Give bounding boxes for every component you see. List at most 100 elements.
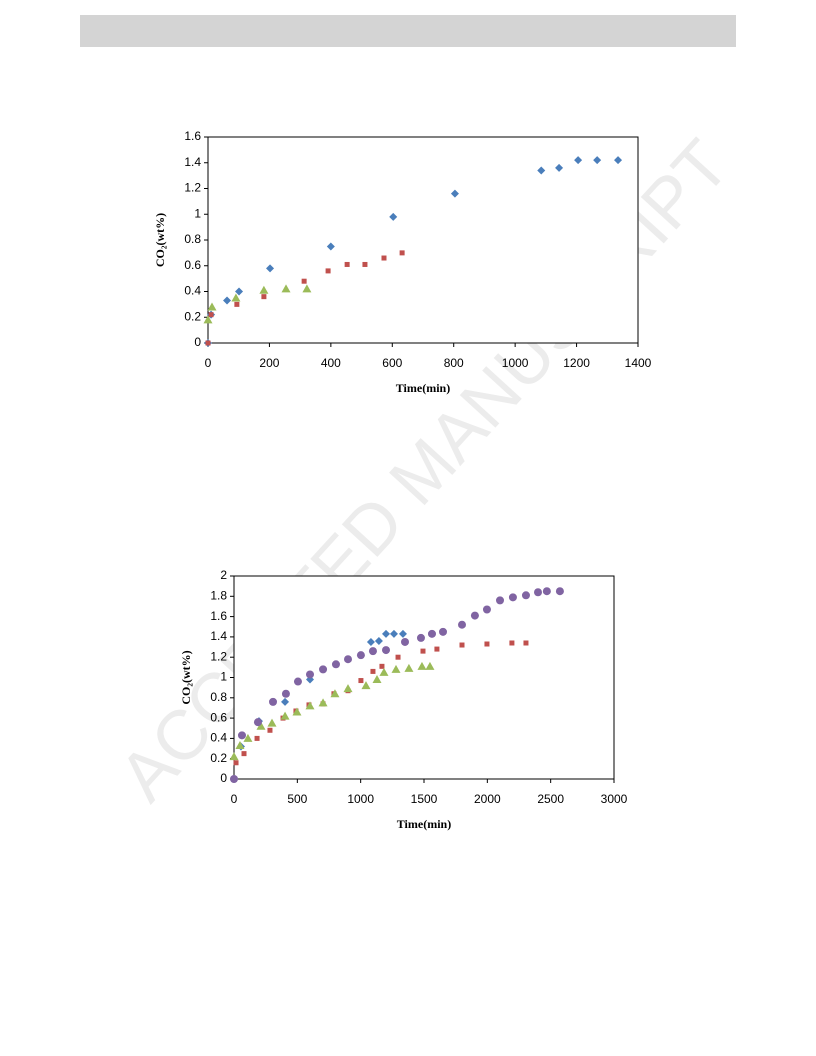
data-point [439, 627, 447, 636]
y-tick-label: 0.8 [210, 690, 227, 704]
y-tick-label: 1.2 [184, 181, 201, 195]
data-point [203, 315, 213, 324]
x-tick-label: 800 [444, 356, 464, 370]
data-point [509, 640, 515, 646]
y-axis-label: CO₂(wt%) [153, 213, 167, 267]
data-point [306, 670, 314, 679]
data-point [362, 261, 368, 267]
y-tick-label: 0.2 [184, 309, 201, 323]
data-point [326, 242, 335, 251]
data-point [281, 689, 290, 698]
data-point [330, 689, 340, 698]
y-tick-label: 0.6 [210, 710, 227, 724]
data-point [416, 633, 425, 642]
data-point [344, 655, 352, 664]
data-point [259, 285, 269, 294]
y-tick-label: 1.4 [184, 155, 201, 169]
data-point [470, 611, 479, 620]
y-tick-label: 0.4 [210, 731, 227, 745]
x-axis-label: Time(min) [396, 381, 450, 395]
x-tick-label: 2000 [474, 792, 501, 806]
y-tick-label: 1.6 [210, 609, 227, 623]
x-tick-label: 200 [259, 356, 279, 370]
data-point [391, 664, 401, 673]
data-point [374, 636, 383, 645]
data-point [404, 663, 414, 672]
data-point [223, 296, 232, 305]
data-point [230, 775, 238, 783]
data-point [459, 642, 465, 648]
data-point [379, 667, 389, 676]
data-point [537, 166, 546, 175]
data-point [235, 741, 245, 750]
data-point [237, 731, 246, 740]
y-axis-label: CO₂(wt%) [179, 650, 193, 704]
data-point [331, 660, 340, 669]
data-point [256, 721, 266, 730]
data-point [366, 637, 375, 646]
data-point [233, 760, 239, 766]
data-point [395, 654, 401, 660]
y-tick-label: 0 [220, 771, 227, 785]
data-point [482, 605, 491, 614]
data-point [593, 156, 602, 165]
y-tick-label: 2 [220, 568, 227, 582]
x-tick-label: 1400 [625, 356, 652, 370]
data-point [235, 287, 244, 296]
y-tick-label: 0.4 [184, 284, 201, 298]
data-point [381, 255, 387, 261]
data-point [382, 629, 390, 638]
data-point [266, 264, 275, 273]
data-point [344, 261, 350, 267]
y-tick-label: 1 [194, 206, 201, 220]
x-tick-label: 1000 [502, 356, 529, 370]
data-point [269, 697, 278, 706]
data-point [542, 587, 551, 596]
data-point [229, 752, 239, 761]
x-tick-label: 0 [205, 356, 212, 370]
x-tick-label: 1500 [411, 792, 438, 806]
data-point [234, 301, 240, 307]
y-tick-label: 0.8 [184, 232, 201, 246]
x-tick-label: 600 [382, 356, 402, 370]
data-point [401, 637, 409, 646]
data-point [389, 629, 398, 638]
data-point [523, 640, 529, 646]
data-point [254, 735, 260, 741]
data-point [434, 646, 440, 652]
data-point [370, 668, 376, 674]
data-point [356, 651, 365, 660]
data-point [253, 718, 262, 727]
data-point [368, 647, 377, 656]
data-point [484, 641, 490, 647]
data-point [361, 681, 371, 690]
data-point [207, 302, 217, 311]
data-point [293, 677, 302, 686]
data-point [281, 697, 290, 706]
x-tick-label: 2500 [537, 792, 564, 806]
data-point [243, 733, 253, 742]
data-point [292, 707, 302, 716]
data-point [425, 661, 435, 670]
data-point [398, 629, 407, 638]
data-point [614, 156, 623, 165]
y-tick-label: 1 [220, 670, 227, 684]
data-point [382, 646, 390, 655]
data-point [417, 661, 427, 670]
data-point [534, 588, 542, 597]
data-point [450, 189, 459, 198]
plot-area [207, 136, 639, 344]
y-tick-label: 1.4 [210, 629, 227, 643]
data-point [241, 751, 247, 757]
data-point [301, 278, 307, 284]
y-tick-label: 1.2 [210, 649, 227, 663]
data-point [267, 718, 277, 727]
data-point [358, 678, 364, 684]
data-point [208, 312, 214, 318]
y-tick-label: 0.6 [184, 258, 201, 272]
data-point [343, 684, 353, 693]
data-point [389, 212, 398, 221]
data-point [325, 268, 331, 274]
